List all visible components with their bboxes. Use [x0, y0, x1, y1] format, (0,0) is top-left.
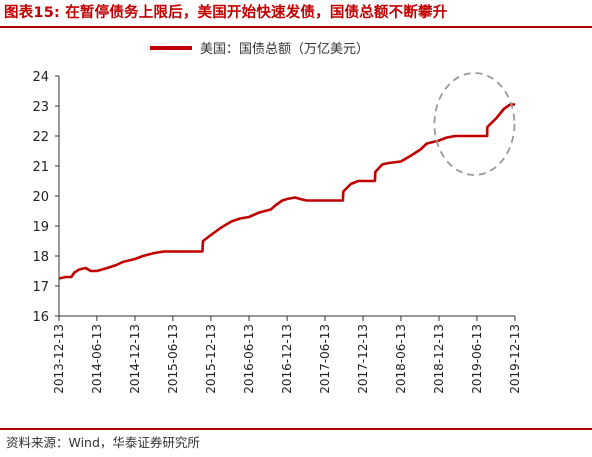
tick-labels: 16 17 18 19 20 21 22 23 24 2013-12-13 2014-06-13 20… [32, 70, 522, 394]
legend: 美国：国债总额（万亿美元） [150, 42, 369, 57]
legend-label: 美国：国债总额（万亿美元） [200, 42, 369, 57]
y-tick-label: 21 [32, 160, 49, 175]
y-tick-label: 23 [32, 100, 49, 115]
y-tick-label: 17 [32, 280, 49, 295]
figure-title: 图表15: 在暂停债务上限后，美国开始快速发债，国债总额不断攀升 [4, 5, 448, 21]
x-tick-label: 2016-12-13 [280, 324, 294, 394]
x-tick-label: 2015-12-13 [204, 324, 218, 394]
source-note: 资料来源：Wind，华泰证券研究所 [6, 435, 200, 450]
y-tick-label: 16 [32, 310, 49, 325]
series-line-us-debt [58, 103, 515, 280]
x-tick-label: 2019-06-13 [470, 324, 484, 394]
y-tick-label: 18 [32, 250, 49, 265]
x-tick-label: 2014-06-13 [90, 324, 104, 394]
x-tick-label: 2015-06-13 [166, 324, 180, 394]
x-tick-label: 2016-06-13 [242, 324, 256, 394]
x-tick-label: 2017-12-13 [356, 324, 370, 394]
x-tick-label: 2014-12-13 [128, 324, 142, 394]
highlight-circle [433, 72, 516, 176]
line-chart: 美国：国债总额（万亿美元） 16 17 18 19 20 21 22 23 24 2013-12-… [32, 42, 522, 394]
y-tick-label: 22 [32, 130, 49, 145]
x-tick-label: 2019-12-13 [508, 324, 522, 394]
x-tick-label: 2013-12-13 [52, 324, 66, 394]
x-tick-label: 2018-06-13 [394, 324, 408, 394]
footer-rule [0, 428, 592, 430]
x-tick-label: 2018-12-13 [432, 324, 446, 394]
x-tick-label: 2017-06-13 [318, 324, 332, 394]
y-tick-label: 19 [32, 220, 49, 235]
y-tick-label: 20 [32, 190, 49, 205]
title-rule [0, 26, 592, 28]
axes [55, 75, 516, 321]
y-tick-label: 24 [32, 70, 49, 85]
